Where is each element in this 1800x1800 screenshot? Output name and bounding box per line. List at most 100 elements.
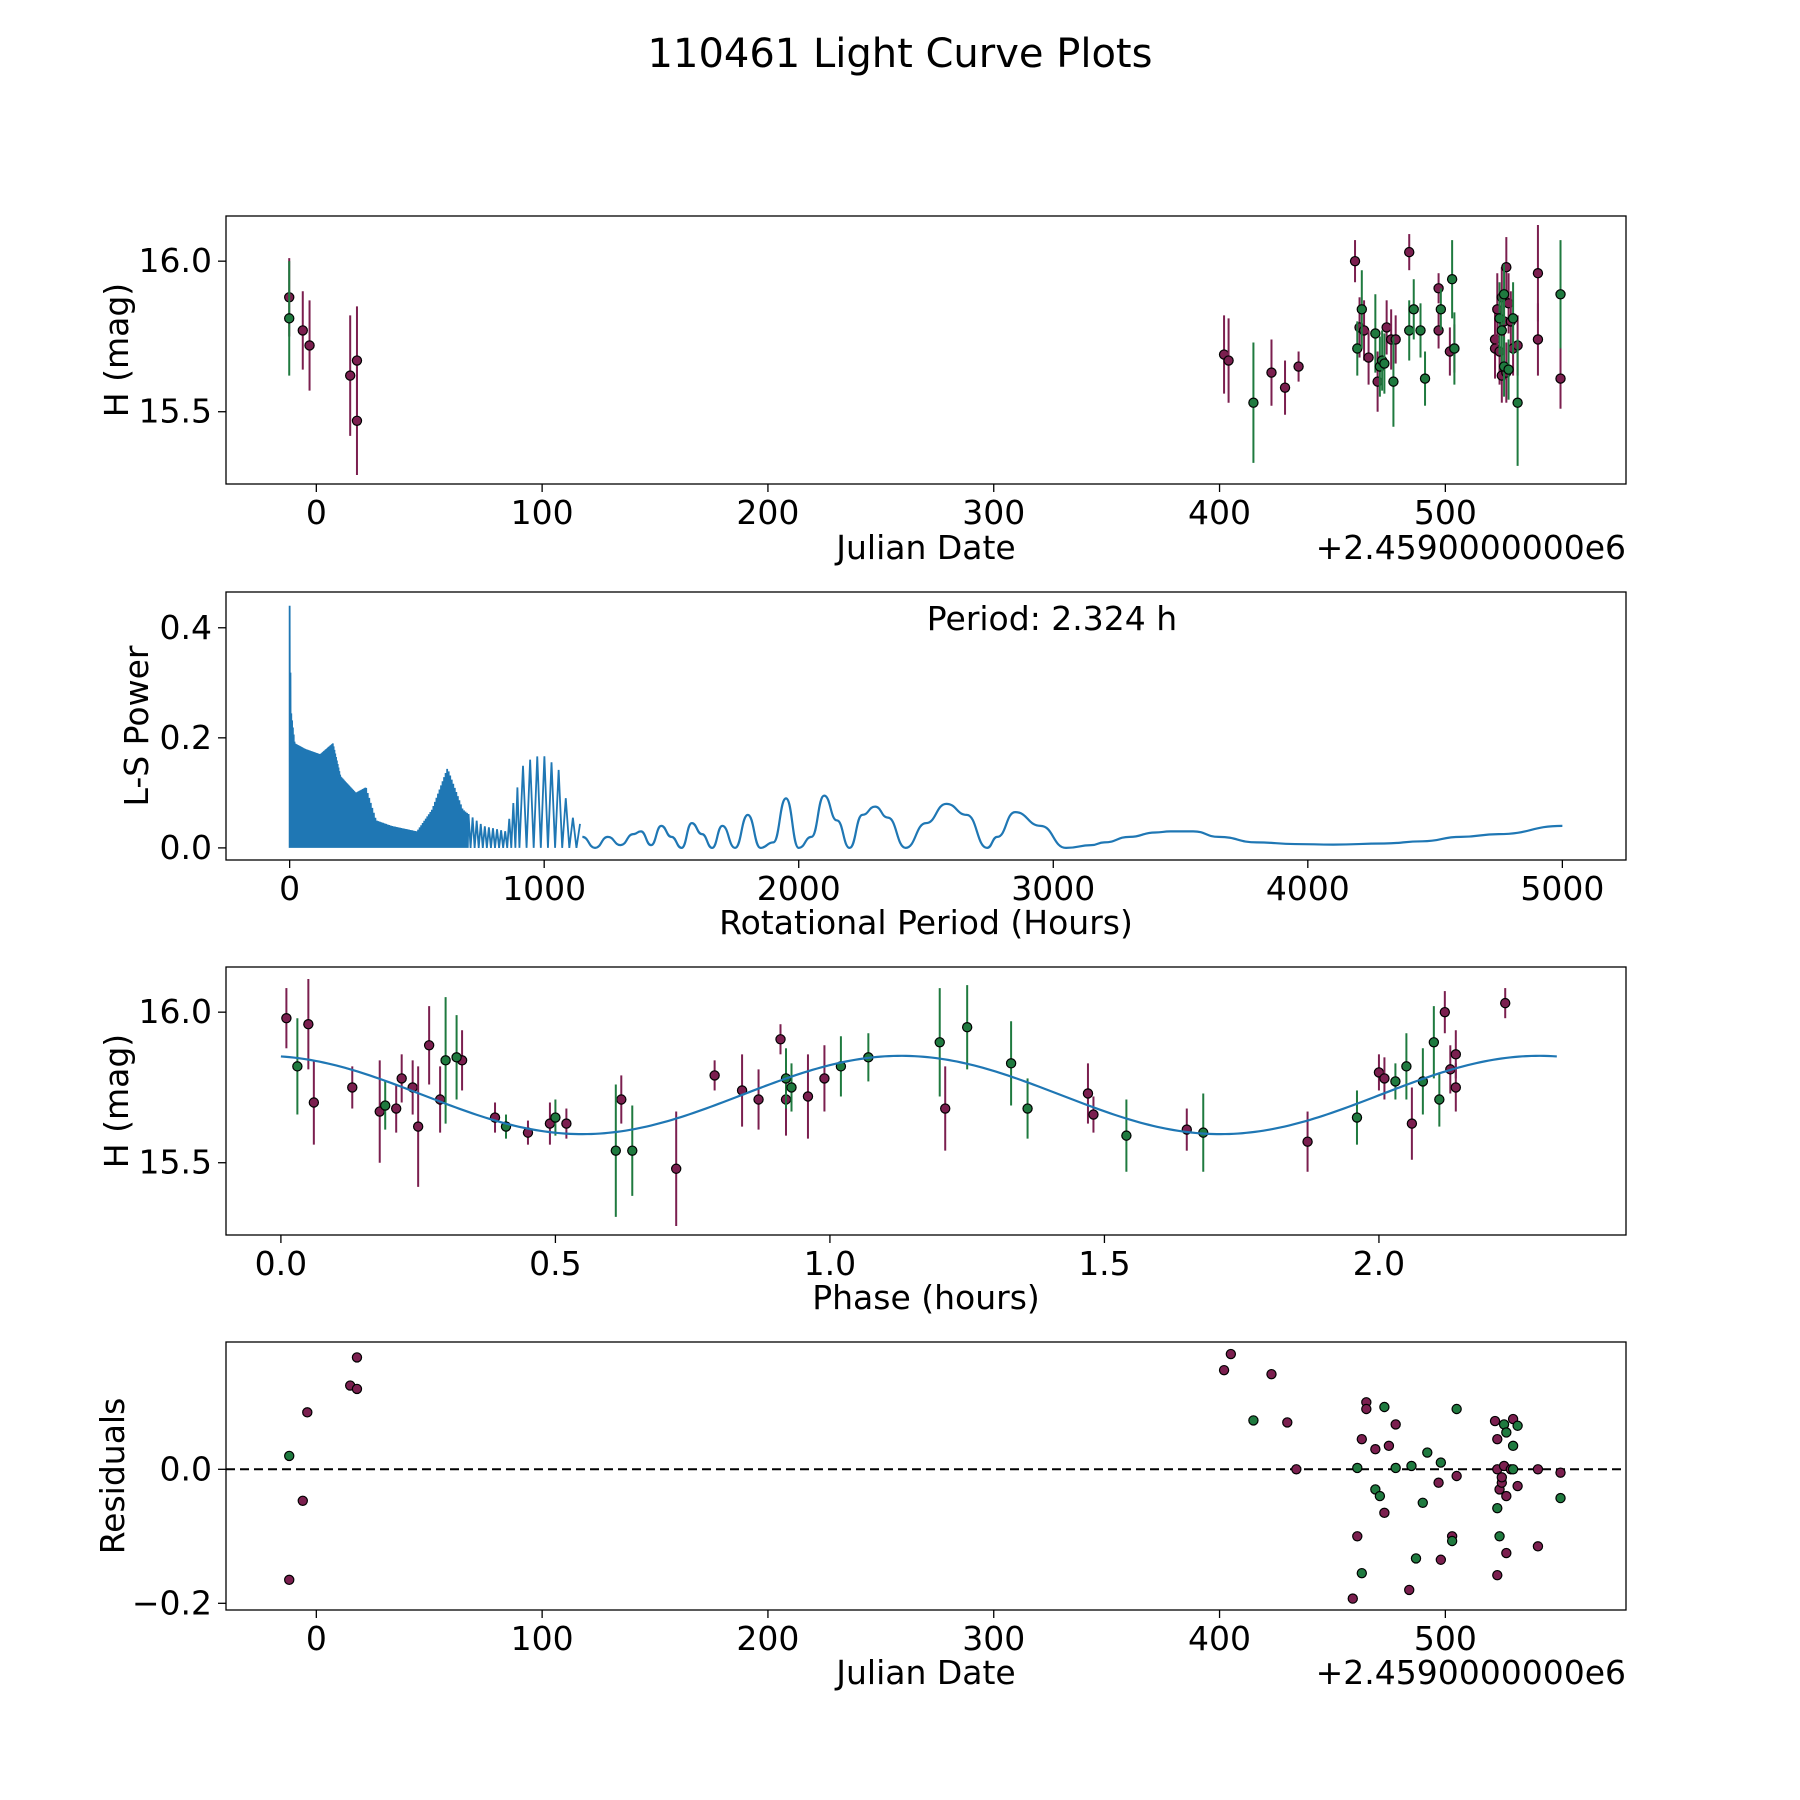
data-point xyxy=(303,1019,314,1030)
data-point xyxy=(304,340,315,351)
x-tick-label: 1000 xyxy=(502,869,586,908)
data-point xyxy=(1435,1457,1447,1468)
data-point xyxy=(1352,343,1363,354)
data-point xyxy=(940,1103,951,1114)
data-point xyxy=(1248,1415,1259,1426)
data-point xyxy=(1512,1420,1523,1431)
y-tick-label: 0.0 xyxy=(160,828,212,867)
data-point xyxy=(380,1100,391,1111)
periodogram-line xyxy=(582,794,1563,849)
phase-fold-xlabel: Phase (hours) xyxy=(812,1278,1040,1317)
x-tick-label: 100 xyxy=(511,1619,574,1658)
data-point xyxy=(1435,1554,1447,1565)
periodogram-marks xyxy=(288,605,1563,849)
phase-fold-ylabel: H (mag) xyxy=(97,1034,136,1168)
data-point xyxy=(302,1407,313,1418)
data-point xyxy=(1496,1472,1508,1483)
data-point xyxy=(1512,397,1523,408)
data-point xyxy=(616,1094,627,1105)
x-tick-label: 400 xyxy=(1188,1619,1251,1658)
data-point xyxy=(775,1034,786,1045)
data-point xyxy=(1266,367,1277,378)
data-point xyxy=(1121,1130,1132,1141)
data-point xyxy=(1439,1006,1451,1018)
lightcurve-frame xyxy=(225,215,1627,485)
data-point xyxy=(1088,1109,1099,1120)
data-point xyxy=(1379,358,1390,369)
data-point xyxy=(934,1037,945,1048)
data-point xyxy=(1248,397,1259,408)
data-point xyxy=(1404,325,1415,336)
x-tick-label: 0.5 xyxy=(529,1244,581,1283)
periodogram-ylabel: L-S Power xyxy=(117,645,156,806)
data-point xyxy=(1446,274,1458,285)
data-point xyxy=(1492,1569,1503,1581)
data-point xyxy=(1489,1415,1501,1427)
lightcurve-marks xyxy=(284,225,1566,475)
data-point xyxy=(561,1118,572,1129)
data-point xyxy=(1532,334,1544,345)
data-point xyxy=(344,370,356,381)
data-point xyxy=(396,1073,407,1084)
data-point xyxy=(1005,1058,1017,1069)
data-point xyxy=(1266,1368,1277,1380)
figure-title: 110461 Light Curve Plots xyxy=(648,31,1153,77)
lightcurve-ylabel: H (mag) xyxy=(97,283,136,417)
data-point xyxy=(1498,289,1510,300)
panel-phase-fold: 0.0 0.5 1.0 1.5 2.0 15.5 16.0 Phase (hours) H … xyxy=(97,966,1627,1317)
data-point xyxy=(1428,1037,1440,1048)
data-point xyxy=(1082,1088,1094,1099)
data-point xyxy=(1361,1403,1372,1415)
residuals-frame xyxy=(225,1341,1627,1611)
data-point xyxy=(297,1495,308,1506)
data-point xyxy=(1555,1492,1566,1504)
data-point xyxy=(1374,1490,1386,1502)
data-point xyxy=(1293,361,1304,372)
data-point xyxy=(1352,1531,1363,1542)
data-point xyxy=(1503,364,1514,375)
y-tick-label: 0.2 xyxy=(160,718,212,757)
data-point xyxy=(281,1012,292,1024)
panel-lightcurve: 0 100 200 300 400 500 15.5 16.0 Julian Date H (… xyxy=(97,215,1627,567)
phase-fold-ticks: 0.0 0.5 1.0 1.5 2.0 15.5 16.0 xyxy=(139,992,1406,1283)
data-point xyxy=(1501,1547,1512,1559)
data-point xyxy=(412,1121,424,1132)
x-tick-label: 2000 xyxy=(757,869,841,908)
data-point xyxy=(1356,1433,1368,1445)
data-point xyxy=(1383,1440,1395,1452)
data-point xyxy=(351,1383,363,1395)
data-point xyxy=(1390,1076,1401,1087)
data-point xyxy=(709,1070,720,1081)
y-tick-label: −0.2 xyxy=(132,1583,212,1622)
data-point xyxy=(1494,1531,1505,1542)
data-point xyxy=(1449,343,1460,354)
x-tick-label: 2.0 xyxy=(1353,1244,1405,1283)
data-point xyxy=(1404,1584,1415,1596)
data-point xyxy=(1390,1462,1401,1474)
phase-fold-frame xyxy=(225,966,1627,1236)
data-point xyxy=(1406,1118,1418,1129)
x-tick-label: 300 xyxy=(962,493,1025,532)
lightcurve-ticks: 0 100 200 300 400 500 15.5 16.0 xyxy=(139,241,1477,532)
x-tick-label: 500 xyxy=(1414,1619,1477,1658)
data-point xyxy=(1450,1082,1462,1093)
x-tick-label: 0 xyxy=(306,1619,327,1658)
data-point xyxy=(1501,1490,1512,1502)
data-point xyxy=(1379,1401,1390,1413)
data-point xyxy=(550,1112,561,1123)
x-tick-label: 1.5 xyxy=(1078,1244,1130,1283)
data-point xyxy=(284,1450,295,1462)
data-point xyxy=(786,1082,797,1093)
x-tick-label: 5000 xyxy=(1520,869,1604,908)
x-tick-label: 200 xyxy=(736,493,799,532)
x-tick-label: 500 xyxy=(1414,493,1477,532)
data-point xyxy=(1379,1507,1390,1519)
data-point xyxy=(961,1022,973,1033)
panel-residuals: 0 100 200 300 400 500 −0.2 0.0 Julian Date Resi… xyxy=(93,1341,1627,1692)
x-tick-label: 1.0 xyxy=(804,1244,856,1283)
residuals-ylabel: Residuals xyxy=(93,1398,132,1555)
data-point xyxy=(1363,352,1374,363)
data-point xyxy=(1379,1073,1390,1084)
data-point xyxy=(1433,1477,1444,1488)
data-point xyxy=(753,1094,764,1105)
